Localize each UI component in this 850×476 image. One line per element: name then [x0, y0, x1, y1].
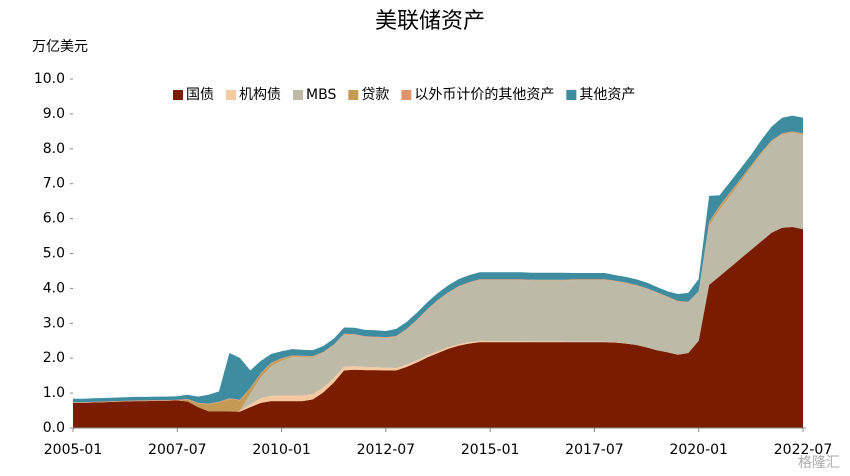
legend-label: 以外币计价的其他资产	[414, 87, 554, 103]
y-tick-label: 7.0	[43, 176, 65, 192]
area	[73, 132, 803, 412]
legend-swatch	[173, 90, 183, 100]
x-tick-label: 2022-07	[774, 442, 833, 458]
legend-swatch	[348, 90, 359, 100]
x-tick-label: 2015-01	[461, 442, 520, 458]
y-tick-label: 8.0	[43, 141, 65, 157]
y-tick-label: 3.0	[43, 315, 65, 331]
x-tick-label: 2005-01	[44, 442, 103, 458]
x-tick-label: 2017-07	[565, 442, 624, 458]
legend-swatch	[226, 90, 236, 100]
legend-swatch	[401, 90, 412, 100]
area	[73, 227, 803, 428]
y-tick-label: 9.0	[43, 106, 65, 122]
y-axis-label: 万亿美元	[32, 39, 88, 55]
legend-label: 机构债	[239, 87, 281, 103]
x-tick-label: 2020-01	[669, 442, 728, 458]
legend-label: MBS	[306, 87, 336, 103]
legend-swatch	[293, 90, 303, 100]
legend-label: 其他资产	[579, 87, 635, 103]
x-tick-label: 2007-07	[148, 442, 207, 458]
chart-title: 美联储资产	[375, 9, 485, 34]
y-tick-label: 2.0	[43, 350, 65, 366]
y-tick-label: 5.0	[43, 246, 65, 262]
legend-label: 国债	[186, 87, 214, 103]
y-tick-label: 4.0	[43, 280, 65, 296]
y-tick-label: 6.0	[43, 211, 65, 227]
watermark: 格隆汇	[798, 455, 840, 471]
legend-label: 贷款	[361, 87, 389, 103]
y-tick-label: 1.0	[43, 385, 65, 401]
x-tick-label: 2010-01	[252, 442, 311, 458]
y-tick-label: 0.0	[43, 420, 65, 436]
x-tick-label: 2012-07	[357, 442, 416, 458]
legend-swatch	[566, 90, 577, 100]
y-tick-label: 10.0	[34, 71, 65, 87]
